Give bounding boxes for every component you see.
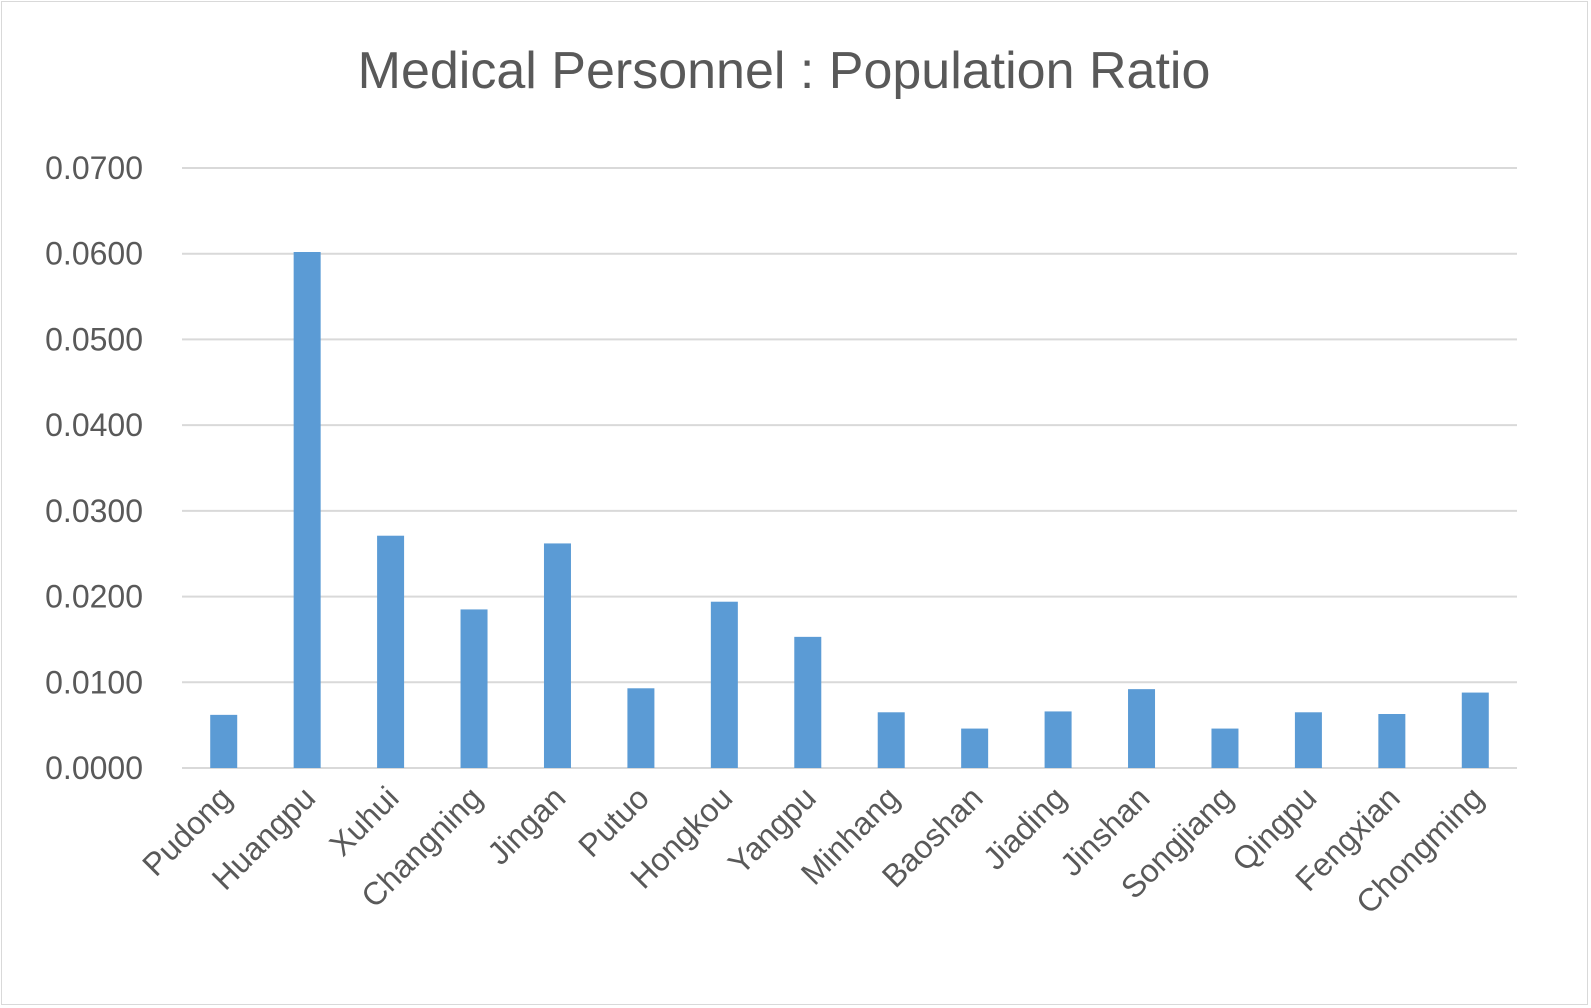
bar-yangpu <box>794 636 822 768</box>
y-tick-label: 0.0300 <box>45 493 143 529</box>
bar-jinshan <box>1128 689 1156 768</box>
bar-hongkou <box>710 601 738 768</box>
bar-minhang <box>877 712 905 768</box>
bar-chongming <box>1461 692 1489 768</box>
y-tick-label: 0.0200 <box>45 579 143 615</box>
bar-jiading <box>1044 711 1072 768</box>
chart-plot: 0.0000 0.0100 0.0200 0.0300 0.0400 0.0500 0.06… <box>45 150 1517 921</box>
bar-qingpu <box>1294 712 1322 768</box>
bar-jingan <box>543 543 571 768</box>
y-tick-label: 0.0600 <box>45 236 143 272</box>
bar-putuo <box>627 688 655 768</box>
bar-huangpu <box>293 252 321 768</box>
bars <box>210 252 1489 768</box>
bar-xuhui <box>377 535 405 768</box>
y-tick-label: 0.0700 <box>45 150 143 186</box>
y-tick-label: 0.0000 <box>45 750 143 786</box>
bar-baoshan <box>961 728 989 768</box>
bar-pudong <box>210 714 238 768</box>
chart-title: Medical Personnel : Population Ratio <box>357 42 1211 100</box>
bar-fengxian <box>1378 714 1406 768</box>
x-tick-label: Jingan <box>480 779 572 871</box>
y-tick-label: 0.0100 <box>45 664 143 700</box>
y-axis-ticks: 0.0000 0.0100 0.0200 0.0300 0.0400 0.0500 0.06… <box>45 150 143 786</box>
y-tick-label: 0.0400 <box>45 407 143 443</box>
gridlines <box>182 167 1517 769</box>
bar-changning <box>460 609 488 768</box>
bar-songjiang <box>1211 728 1239 768</box>
y-tick-label: 0.0500 <box>45 321 143 357</box>
